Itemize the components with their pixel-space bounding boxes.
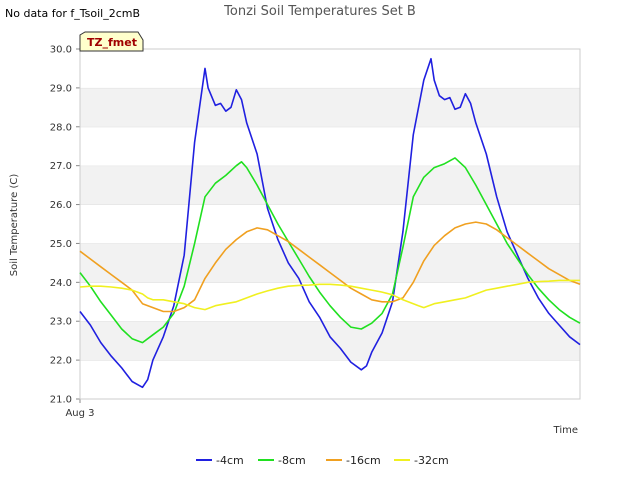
no-data-message: No data for f_Tsoil_2cmB [5, 7, 141, 20]
x-axis-label: Time [553, 425, 578, 436]
y-axis-ticks: 21.0 22.0 23.0 24.0 25.0 26.0 27.0 28.0 29.0 30.0 [50, 45, 80, 406]
site-badge: TZ_fmet [79, 31, 144, 52]
grid-band [80, 49, 580, 88]
y-tick-label: 28.0 [50, 122, 72, 133]
plot-frame [79, 48, 581, 400]
y-tick-label: 24.0 [50, 278, 72, 289]
y-tick-label: 21.0 [50, 395, 72, 406]
x-axis-ticks: Aug 3 [65, 399, 95, 419]
badge-shape [79, 31, 144, 52]
grid-band [80, 165, 580, 205]
y-tick-label: 29.0 [50, 83, 72, 94]
chart-title: Tonzi Soil Temperatures Set B [224, 4, 416, 19]
grid-band [80, 282, 580, 322]
x-tick-label: Aug 3 [65, 408, 94, 419]
y-tick-label: 26.0 [50, 200, 72, 211]
y-tick-label: 30.0 [50, 45, 72, 56]
series-line-16cm-depth [79, 221, 581, 313]
y-axis-label: Soil Temperature (C) [9, 174, 20, 277]
grid-band [80, 360, 580, 399]
series-line-8cm-depth [79, 157, 581, 344]
series-line-32cm-depth [79, 279, 580, 311]
y-tick-label: 23.0 [50, 317, 72, 328]
legend-label: -16cm [346, 454, 381, 467]
legend: -4cm -8cm -16cm -32cm [196, 454, 449, 467]
series-lines [79, 57, 581, 389]
y-tick-label: 27.0 [50, 161, 72, 172]
y-tick-label: 22.0 [50, 356, 72, 367]
legend-label: -8cm [278, 454, 306, 467]
grid-band [80, 243, 580, 283]
legend-label: -32cm [414, 454, 449, 467]
grid-band [80, 87, 580, 127]
grid-band [80, 126, 580, 166]
legend-label: -4cm [216, 454, 244, 467]
y-tick-label: 25.0 [50, 239, 72, 250]
badge-label: TZ_fmet [87, 36, 137, 49]
